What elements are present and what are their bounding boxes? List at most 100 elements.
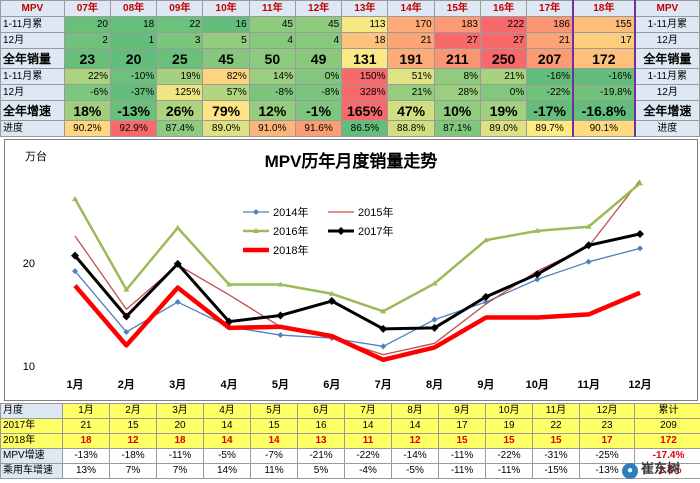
- legend-marker: [337, 227, 345, 235]
- top-cell: 18: [109, 16, 158, 33]
- legend-marker: [253, 209, 259, 215]
- bottom-cell: 13%: [62, 463, 110, 479]
- bottom-header-cell: 9月: [438, 403, 486, 419]
- top-cell: 21%: [479, 68, 528, 85]
- y-tick-label: 20: [23, 258, 35, 270]
- top-cell: -17%: [526, 100, 574, 121]
- x-tick-label: 10月: [526, 378, 549, 391]
- bottom-header-cell: 3月: [156, 403, 204, 419]
- data-point: [585, 223, 592, 229]
- bottom-cell: 172: [634, 433, 700, 449]
- bottom-cell: 17: [579, 433, 635, 449]
- x-tick-label: 6月: [323, 378, 340, 391]
- bottom-header-cell: 12月: [579, 403, 635, 419]
- bottom-cell: -11%: [438, 463, 486, 479]
- bottom-header-cell: 8月: [391, 403, 439, 419]
- x-tick-label: 5月: [272, 378, 289, 391]
- top-row-label: 全年增速: [0, 100, 65, 121]
- bottom-cell: 14: [250, 433, 298, 449]
- top-cell: -13%: [109, 100, 158, 121]
- data-point: [276, 311, 285, 320]
- bottom-row-label: 2017年: [0, 418, 63, 434]
- top-cell: 211: [433, 48, 481, 69]
- top-cell: 1: [109, 32, 158, 49]
- data-point: [534, 276, 541, 283]
- data-point: [585, 258, 592, 265]
- top-cell: 21: [387, 32, 435, 49]
- data-point: [277, 281, 284, 287]
- top-row-label-right: 1-11月累: [634, 68, 700, 85]
- top-header-cell: 15年: [433, 0, 481, 17]
- bottom-cell: 16: [297, 418, 345, 434]
- bottom-header-cell: 7月: [344, 403, 392, 419]
- top-cell: 87.4%: [156, 120, 204, 137]
- top-cell: 165%: [341, 100, 389, 121]
- top-cell: 49: [294, 48, 343, 69]
- top-header-cell: 11年: [248, 0, 296, 17]
- bottom-cell: 14: [391, 418, 439, 434]
- bottom-cell: 209: [634, 418, 700, 434]
- watermark-text: 崔东树: [640, 461, 680, 476]
- top-row-label-right: 12月: [634, 84, 700, 101]
- top-cell: 18%: [63, 100, 111, 121]
- top-header-cell: MPV: [0, 0, 65, 17]
- top-row: 进度 90.2% 92.9% 87.4% 89.0% 91.0% 91.6% 86.5% 88.…: [0, 120, 700, 137]
- bottom-row-label: MPV增速: [0, 448, 63, 464]
- top-cell: 18: [341, 32, 389, 49]
- top-row: 全年销量 23 20 25 45 50 49 131 191 211 250 207 172 全年销量: [0, 48, 700, 69]
- top-cell: 89.7%: [526, 120, 574, 137]
- chart-title: MPV历年月度销量走势: [265, 151, 438, 171]
- monthly-table: 月度 1月 2月 3月 4月 5月 6月 7月 8月 9月 10月 11月 12月 累计 2017年 21 15…: [0, 403, 700, 479]
- x-tick-label: 7月: [375, 378, 392, 391]
- top-row-label: 1-11月累: [0, 16, 65, 33]
- top-row: 1-11月累 22% -10% 19% 82% 14% 0% 150% 51% 8% 21% -16%…: [0, 68, 700, 85]
- top-cell: 23: [63, 48, 111, 69]
- x-tick-label: 12月: [628, 378, 651, 391]
- top-cell: 45: [248, 16, 296, 33]
- bottom-header-cell: 6月: [297, 403, 345, 419]
- top-cell: 14%: [248, 68, 296, 85]
- data-point: [636, 229, 644, 238]
- legend-marker: [253, 228, 259, 233]
- top-cell: 27: [433, 32, 481, 49]
- top-cell: 79%: [202, 100, 250, 121]
- series-line: [73, 182, 641, 313]
- bottom-cell: -5%: [203, 448, 251, 464]
- bottom-cell: 11: [344, 433, 392, 449]
- data-point: [174, 224, 181, 230]
- x-tick-label: 3月: [169, 378, 186, 391]
- bottom-cell: -11%: [485, 463, 533, 479]
- bottom-row: MPV增速 -13% -18% -11% -5% -7% -21% -22% -14% -11% -…: [0, 448, 700, 464]
- top-cell: 191: [387, 48, 435, 69]
- bottom-header-cell: 2月: [109, 403, 157, 419]
- top-row-label: 12月: [0, 84, 65, 101]
- top-cell: 8%: [433, 68, 481, 85]
- data-point: [123, 328, 130, 335]
- top-cell: 19%: [156, 68, 204, 85]
- top-header-cell: 18年: [571, 0, 636, 17]
- top-cell: 20: [109, 48, 158, 69]
- top-cell: 186: [526, 16, 574, 33]
- chart-area: MPV历年月度销量走势 万台 10 20 1月 2月 3月 4月 5月 6月 7月 8月 9月 10月 11…: [0, 139, 700, 402]
- bottom-cell: 21: [62, 418, 110, 434]
- top-cell: 16: [202, 16, 250, 33]
- watermark: ● 崔东树: [621, 458, 680, 479]
- top-cell: 90.2%: [63, 120, 111, 137]
- bottom-header-cell: 1月: [62, 403, 110, 419]
- top-cell: 21: [526, 32, 574, 49]
- top-cell: 4: [248, 32, 296, 49]
- top-cell: 87.1%: [433, 120, 481, 137]
- series-line: [73, 284, 641, 363]
- top-cell: 51%: [387, 68, 435, 85]
- bottom-cell: 23: [579, 418, 635, 434]
- bottom-cell: 5%: [297, 463, 345, 479]
- top-row: 1-11月累 20 18 22 16 45 45 113 170 183 222 186 155 1-11…: [0, 16, 700, 33]
- top-cell: 92.9%: [109, 120, 158, 137]
- top-cell: 12%: [248, 100, 296, 121]
- top-header-cell: 16年: [479, 0, 528, 17]
- bottom-cell: 17: [438, 418, 486, 434]
- top-header-cell: 12年: [294, 0, 343, 17]
- top-cell: -16%: [571, 68, 636, 85]
- x-tick-label: 11月: [577, 378, 600, 391]
- legend-label: 2017年: [358, 224, 393, 238]
